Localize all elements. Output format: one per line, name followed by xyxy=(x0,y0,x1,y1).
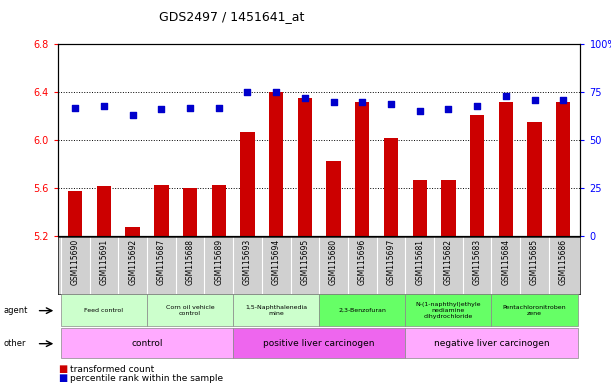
Bar xyxy=(298,98,312,236)
Bar xyxy=(125,227,140,236)
Point xyxy=(329,99,338,105)
Text: GSM115681: GSM115681 xyxy=(415,238,424,285)
Bar xyxy=(556,102,571,236)
Text: GSM115696: GSM115696 xyxy=(358,238,367,285)
Point xyxy=(214,104,224,111)
Text: Pentachloronitroben
zene: Pentachloronitroben zene xyxy=(503,305,566,316)
Bar xyxy=(319,295,405,326)
Point xyxy=(99,103,109,109)
Text: GSM115688: GSM115688 xyxy=(186,238,194,285)
Bar xyxy=(154,185,169,236)
Point xyxy=(415,108,425,114)
Point xyxy=(444,106,453,113)
Text: GSM115695: GSM115695 xyxy=(301,238,309,285)
Point xyxy=(357,99,367,105)
Point xyxy=(472,103,482,109)
Bar xyxy=(499,102,513,236)
Point xyxy=(185,104,195,111)
Text: GSM115692: GSM115692 xyxy=(128,238,137,285)
Text: GDS2497 / 1451641_at: GDS2497 / 1451641_at xyxy=(159,10,305,23)
Bar xyxy=(470,115,485,236)
Text: GSM115685: GSM115685 xyxy=(530,238,539,285)
Bar xyxy=(68,190,82,236)
Bar xyxy=(183,188,197,236)
Bar xyxy=(441,180,456,236)
Point xyxy=(243,89,252,95)
Text: GSM115682: GSM115682 xyxy=(444,238,453,285)
Text: Feed control: Feed control xyxy=(84,308,123,313)
Text: other: other xyxy=(3,339,26,348)
Bar xyxy=(527,122,542,236)
Text: ■: ■ xyxy=(58,373,67,383)
Bar xyxy=(61,295,147,326)
Text: transformed count: transformed count xyxy=(70,365,155,374)
Bar xyxy=(355,102,370,236)
Text: 2,3-Benzofuran: 2,3-Benzofuran xyxy=(338,308,386,313)
Text: GSM115691: GSM115691 xyxy=(100,238,109,285)
Bar xyxy=(326,161,341,236)
Text: GSM115680: GSM115680 xyxy=(329,238,338,285)
Text: GSM115684: GSM115684 xyxy=(501,238,510,285)
Bar xyxy=(491,295,577,326)
Bar xyxy=(405,328,577,358)
Text: negative liver carcinogen: negative liver carcinogen xyxy=(434,339,549,348)
Text: control: control xyxy=(131,339,163,348)
Point xyxy=(271,89,281,95)
Bar xyxy=(233,328,405,358)
Bar xyxy=(412,180,427,236)
Text: GSM115693: GSM115693 xyxy=(243,238,252,285)
Bar xyxy=(384,138,398,236)
Text: positive liver carcinogen: positive liver carcinogen xyxy=(263,339,375,348)
Text: GSM115694: GSM115694 xyxy=(272,238,280,285)
Point xyxy=(70,104,80,111)
Point xyxy=(530,97,540,103)
Bar xyxy=(240,132,255,236)
Point xyxy=(156,106,166,113)
Text: percentile rank within the sample: percentile rank within the sample xyxy=(70,374,224,383)
Point xyxy=(128,112,137,118)
Bar xyxy=(61,328,233,358)
Text: 1,5-Naphthalenedia
mine: 1,5-Naphthalenedia mine xyxy=(245,305,307,316)
Bar xyxy=(97,186,111,236)
Bar xyxy=(405,295,491,326)
Text: N-(1-naphthyl)ethyle
nediamine
dihydrochloride: N-(1-naphthyl)ethyle nediamine dihydroch… xyxy=(415,302,481,319)
Bar xyxy=(211,185,226,236)
Point xyxy=(558,97,568,103)
Text: Corn oil vehicle
control: Corn oil vehicle control xyxy=(166,305,214,316)
Text: GSM115683: GSM115683 xyxy=(473,238,481,285)
Text: GSM115687: GSM115687 xyxy=(157,238,166,285)
Text: GSM115690: GSM115690 xyxy=(71,238,80,285)
Text: GSM115689: GSM115689 xyxy=(214,238,223,285)
Point xyxy=(300,95,310,101)
Text: GSM115697: GSM115697 xyxy=(387,238,395,285)
Bar xyxy=(233,295,319,326)
Point xyxy=(501,93,511,99)
Point xyxy=(386,101,396,107)
Text: agent: agent xyxy=(3,306,27,315)
Text: ■: ■ xyxy=(58,364,67,374)
Text: GSM115686: GSM115686 xyxy=(558,238,568,285)
Bar xyxy=(147,295,233,326)
Bar xyxy=(269,92,284,236)
